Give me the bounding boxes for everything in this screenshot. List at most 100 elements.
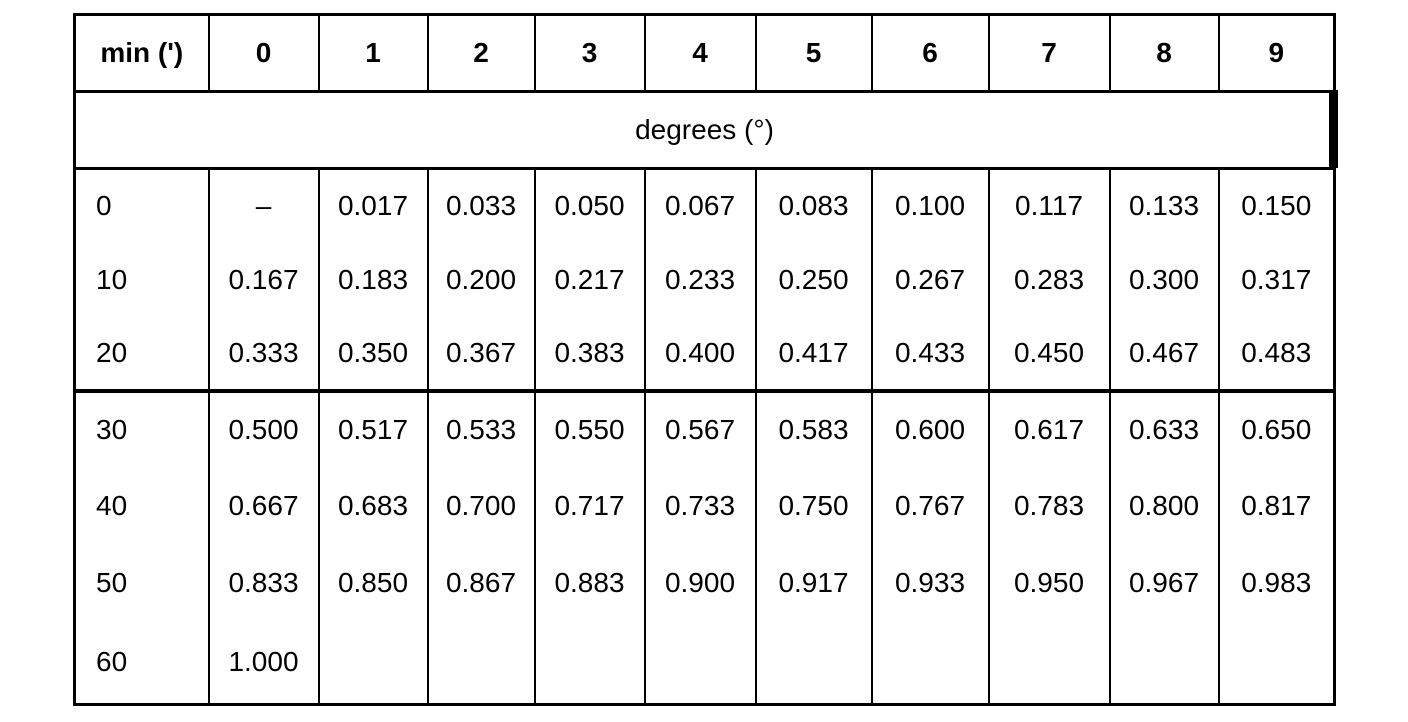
- value-cell: 0.533: [426, 388, 535, 468]
- value-cell: 0.700: [426, 467, 535, 545]
- value-cell: 0.500: [207, 388, 319, 468]
- value-cell: 0.067: [643, 168, 756, 243]
- value-cell: 0.650: [1217, 388, 1335, 468]
- table-row: 10 0.167 0.183 0.200 0.217 0.233 0.250 0…: [75, 242, 1335, 317]
- table-row: 50 0.833 0.850 0.867 0.883 0.900 0.917 0…: [75, 544, 1335, 622]
- value-cell: 0.250: [754, 242, 872, 317]
- value-cell: [1108, 621, 1219, 705]
- table-header-row: min (') 0 1 2 3 4 5 6 7 8 9: [73, 13, 1336, 93]
- value-cell: [754, 621, 872, 705]
- value-cell: [643, 621, 756, 705]
- value-cell: 1.000: [207, 621, 319, 705]
- row-label: 50: [96, 567, 128, 598]
- value-cell: 0.417: [754, 316, 872, 391]
- value-cell: 0.567: [643, 388, 756, 468]
- degrees-span-row: degrees (°): [74, 91, 1335, 170]
- value-cell: 0.350: [317, 316, 428, 391]
- value-cell: 0.883: [533, 544, 645, 622]
- value-cell: 0.767: [870, 467, 989, 545]
- value-cell: 0.117: [987, 168, 1110, 243]
- value-cell: 0.800: [1108, 467, 1219, 545]
- value-cell: 0.850: [317, 544, 428, 622]
- value-cell: 0.050: [533, 168, 645, 243]
- table-row: 30 0.500 0.517 0.533 0.550 0.567 0.583 0…: [74, 388, 1335, 468]
- value-cell: 0.267: [870, 242, 989, 317]
- value-cell: 0.083: [754, 168, 872, 243]
- value-cell: 0.400: [643, 316, 756, 391]
- column-header-6: 6: [870, 13, 990, 93]
- column-header-3: 3: [533, 13, 646, 93]
- value-cell: 0.817: [1217, 467, 1335, 545]
- column-header-9: 9: [1217, 13, 1336, 93]
- value-cell: [1217, 621, 1335, 705]
- value-cell: –: [207, 168, 319, 243]
- table-row: 40 0.667 0.683 0.700 0.717 0.733 0.750 0…: [75, 467, 1335, 545]
- row-label: 40: [96, 490, 128, 521]
- degrees-row-border-notch: [1329, 90, 1338, 168]
- row-label: 10: [96, 263, 128, 295]
- value-cell: [533, 621, 645, 705]
- value-cell: 0.900: [643, 544, 756, 622]
- row-label: 30: [74, 388, 209, 468]
- value-cell: 0.300: [1108, 242, 1219, 317]
- value-cell: 0.550: [533, 388, 645, 468]
- value-cell: 0.783: [987, 467, 1110, 545]
- value-cell: 0.033: [426, 168, 535, 243]
- column-header-5: 5: [754, 13, 873, 93]
- column-header-2: 2: [426, 13, 536, 93]
- value-cell: 0.200: [426, 242, 535, 317]
- row-label: 60: [96, 646, 128, 678]
- value-cell: 0.333: [207, 316, 319, 391]
- value-cell: 0.167: [207, 242, 319, 317]
- value-cell: [987, 621, 1110, 705]
- value-cell: [870, 621, 989, 705]
- value-cell: 0.750: [754, 467, 872, 545]
- value-cell: 0.383: [533, 316, 645, 391]
- value-cell: [426, 621, 535, 705]
- value-cell: 0.667: [207, 467, 319, 545]
- value-cell: 0.150: [1217, 168, 1335, 243]
- minutes-to-degrees-table: min (') 0 1 2 3 4 5 6 7 8 9 degrees (°) …: [73, 13, 1336, 706]
- value-cell: 0.133: [1108, 168, 1219, 243]
- value-cell: 0.967: [1108, 544, 1219, 622]
- value-cell: 0.517: [317, 388, 428, 468]
- corner-header: min ('): [73, 13, 210, 93]
- value-cell: 0.317: [1217, 242, 1335, 317]
- value-cell: [317, 621, 428, 705]
- value-cell: 0.467: [1108, 316, 1219, 391]
- value-cell: 0.450: [987, 316, 1110, 391]
- value-cell: 0.367: [426, 316, 535, 391]
- row-label: 20: [96, 336, 128, 368]
- value-cell: 0.633: [1108, 388, 1219, 468]
- value-cell: 0.100: [870, 168, 989, 243]
- column-header-1: 1: [317, 13, 429, 93]
- row-label: 0: [96, 190, 112, 222]
- value-cell: 0.617: [987, 388, 1110, 468]
- value-cell: 0.983: [1217, 544, 1335, 622]
- column-header-7: 7: [987, 13, 1111, 93]
- value-cell: 0.683: [317, 467, 428, 545]
- value-cell: 0.833: [207, 544, 319, 622]
- value-cell: 0.233: [643, 242, 756, 317]
- value-cell: 0.583: [754, 388, 872, 468]
- value-cell: 0.917: [754, 544, 872, 622]
- value-cell: 0.483: [1217, 316, 1335, 391]
- degrees-span-header: degrees (°): [74, 91, 1335, 170]
- value-cell: 0.600: [870, 388, 989, 468]
- value-cell: 0.283: [987, 242, 1110, 317]
- value-cell: 0.950: [987, 544, 1110, 622]
- column-header-4: 4: [643, 13, 757, 93]
- value-cell: 0.717: [533, 467, 645, 545]
- value-cell: 0.217: [533, 242, 645, 317]
- table-row: 60 1.000: [75, 621, 1335, 705]
- value-cell: 0.733: [643, 467, 756, 545]
- value-cell: 0.433: [870, 316, 989, 391]
- value-cell: 0.017: [317, 168, 428, 243]
- value-cell: 0.867: [426, 544, 535, 622]
- value-cell: 0.183: [317, 242, 428, 317]
- column-header-0: 0: [207, 13, 320, 93]
- table-row: 0 – 0.017 0.033 0.050 0.067 0.083 0.100 …: [75, 168, 1335, 243]
- table-row: 20 0.333 0.350 0.367 0.383 0.400 0.417 0…: [75, 316, 1335, 391]
- value-cell: 0.933: [870, 544, 989, 622]
